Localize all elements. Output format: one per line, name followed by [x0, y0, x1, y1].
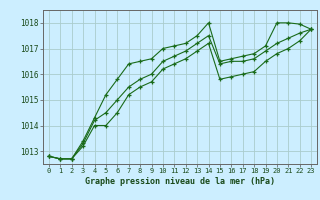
X-axis label: Graphe pression niveau de la mer (hPa): Graphe pression niveau de la mer (hPa): [85, 177, 275, 186]
